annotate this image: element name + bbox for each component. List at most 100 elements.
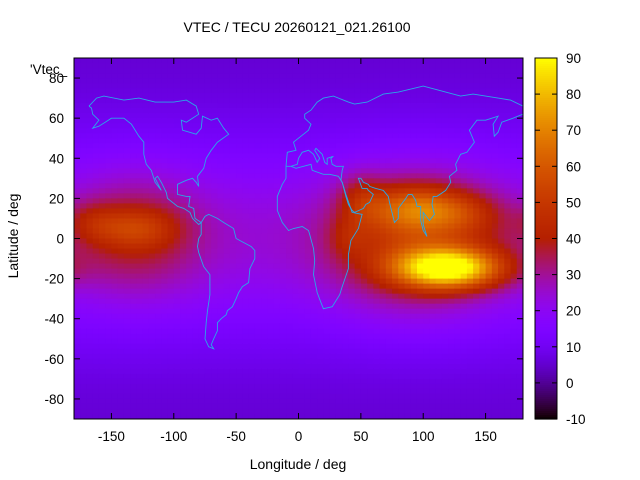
heatmap-cell <box>379 363 387 370</box>
heatmap-cell <box>267 73 275 79</box>
heatmap-cell <box>385 168 393 174</box>
heatmap-cell <box>435 368 443 375</box>
heatmap-cell <box>192 83 200 89</box>
heatmap-cell <box>123 388 131 395</box>
heatmap-cell <box>510 313 518 320</box>
heatmap-cell <box>429 148 437 154</box>
heatmap-cell <box>454 258 462 265</box>
heatmap-cell <box>448 313 456 320</box>
heatmap-cell <box>298 378 306 385</box>
heatmap-cell <box>498 358 505 365</box>
heatmap-cell <box>123 398 131 405</box>
heatmap-cell <box>173 268 181 275</box>
heatmap-cell <box>117 58 125 64</box>
heatmap-cell <box>435 93 443 99</box>
heatmap-cell <box>385 68 393 74</box>
heatmap-cell <box>236 358 243 365</box>
heatmap-cell <box>229 213 237 220</box>
heatmap-cell <box>310 333 318 340</box>
heatmap-cell <box>441 68 449 74</box>
heatmap-cell <box>192 98 200 104</box>
heatmap-cell <box>261 258 268 265</box>
heatmap-cell <box>161 363 169 370</box>
heatmap-cell <box>310 188 318 194</box>
heatmap-cell <box>373 113 381 119</box>
heatmap-cell <box>204 203 212 210</box>
heatmap-cell <box>473 78 480 84</box>
heatmap-cell <box>423 193 431 199</box>
heatmap-cell <box>254 148 262 154</box>
heatmap-cell <box>136 253 144 260</box>
heatmap-cell <box>491 178 499 184</box>
heatmap-cell <box>510 123 518 129</box>
heatmap-cell <box>304 358 312 365</box>
heatmap-cell <box>354 163 362 169</box>
heatmap-cell <box>261 98 268 104</box>
heatmap-cell <box>236 243 243 250</box>
heatmap-cell <box>373 338 381 345</box>
heatmap-cell <box>479 333 487 340</box>
heatmap-cell <box>516 213 523 220</box>
heatmap-cell <box>416 378 424 385</box>
heatmap-cell <box>267 118 275 124</box>
heatmap-cell <box>479 73 487 79</box>
heatmap-cell <box>142 403 150 410</box>
heatmap-cell <box>74 363 81 370</box>
heatmap-cell <box>335 333 343 340</box>
heatmap-cell <box>236 203 243 210</box>
heatmap-cell <box>192 108 200 114</box>
heatmap-cell <box>423 168 431 174</box>
heatmap-cell <box>180 323 187 330</box>
heatmap-cell <box>379 98 387 104</box>
heatmap-cell <box>223 133 231 139</box>
heatmap-cell <box>441 108 449 114</box>
heatmap-cell <box>379 218 387 225</box>
heatmap-cell <box>373 183 381 189</box>
heatmap-cell <box>516 103 523 109</box>
heatmap-cell <box>236 208 243 215</box>
heatmap-cell <box>286 353 293 360</box>
heatmap-cell <box>479 208 487 215</box>
heatmap-cell <box>373 393 381 400</box>
heatmap-cell <box>435 203 443 210</box>
heatmap-cell <box>317 178 325 184</box>
heatmap-cell <box>167 258 175 265</box>
heatmap-cell <box>317 68 325 74</box>
heatmap-cell <box>248 378 256 385</box>
heatmap-cell <box>323 203 331 210</box>
heatmap-cell <box>454 138 462 144</box>
heatmap-cell <box>86 398 94 405</box>
heatmap-cell <box>298 78 306 84</box>
heatmap-cell <box>105 113 113 119</box>
heatmap-cell <box>335 398 343 405</box>
heatmap-cell <box>98 133 106 139</box>
heatmap-cell <box>298 283 306 290</box>
heatmap-cell <box>416 388 424 395</box>
heatmap-cell <box>211 128 219 134</box>
heatmap-cell <box>123 113 131 119</box>
heatmap-cell <box>86 393 94 400</box>
heatmap-cell <box>242 223 250 230</box>
heatmap-cell <box>392 373 399 380</box>
heatmap-cell <box>410 363 418 370</box>
heatmap-cell <box>491 393 499 400</box>
heatmap-cell <box>105 188 113 194</box>
heatmap-cell <box>261 338 268 345</box>
heatmap-cell <box>74 258 81 265</box>
heatmap-cell <box>498 338 505 345</box>
heatmap-cell <box>460 308 468 315</box>
heatmap-cell <box>180 298 187 305</box>
heatmap-cell <box>304 338 312 345</box>
heatmap-cell <box>416 333 424 340</box>
heatmap-cell <box>105 193 113 199</box>
heatmap-cell <box>155 343 162 350</box>
heatmap-cell <box>111 323 119 330</box>
heatmap-cell <box>261 383 268 390</box>
heatmap-cell <box>74 103 81 109</box>
heatmap-cell <box>123 338 131 345</box>
heatmap-cell <box>279 313 287 320</box>
heatmap-cell <box>498 143 505 149</box>
heatmap-cell <box>155 238 162 245</box>
heatmap-cell <box>404 343 412 350</box>
heatmap-cell <box>273 283 281 290</box>
